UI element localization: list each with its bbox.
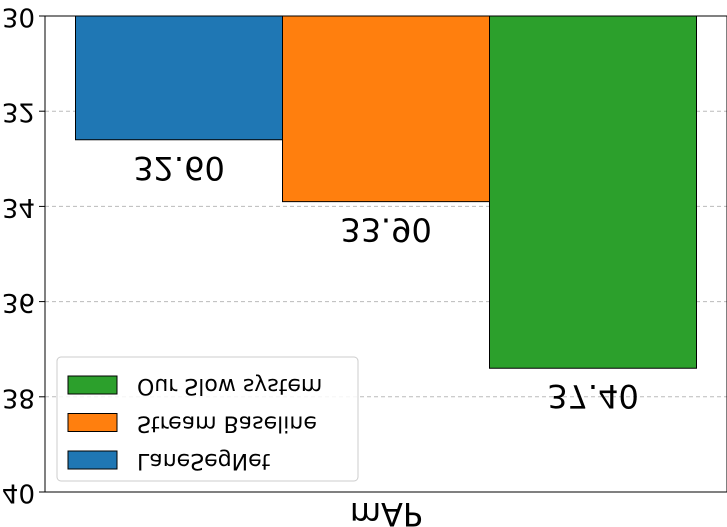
value-label: 37.40: [547, 377, 639, 415]
y-tick-label: 32: [2, 97, 35, 127]
y-tick-label: 36: [2, 287, 35, 317]
y-tick-label: 34: [2, 192, 35, 222]
value-label: 32.60: [133, 149, 225, 187]
value-label: 33.90: [340, 211, 432, 249]
bar: [75, 15, 283, 141]
y-tick-label: 30: [2, 2, 35, 32]
y-tick-label: 38: [2, 382, 35, 412]
legend-box: [56, 356, 359, 482]
legend-swatch: [67, 450, 118, 470]
legend-label: LaneSegNet: [137, 448, 271, 473]
legend: LaneSegNet Stream Baseline Our Slow system: [56, 356, 359, 482]
legend-label: Our Slow system: [137, 373, 322, 398]
plot-frame: [44, 15, 727, 493]
y-tick-label: 40: [2, 478, 35, 508]
legend-label: Stream Baseline: [137, 411, 317, 436]
legend-swatch: [67, 375, 118, 395]
legend-swatch: [67, 413, 118, 432]
bar: [489, 15, 697, 369]
bar: [282, 15, 490, 203]
x-tick-label: mAP: [350, 495, 422, 527]
